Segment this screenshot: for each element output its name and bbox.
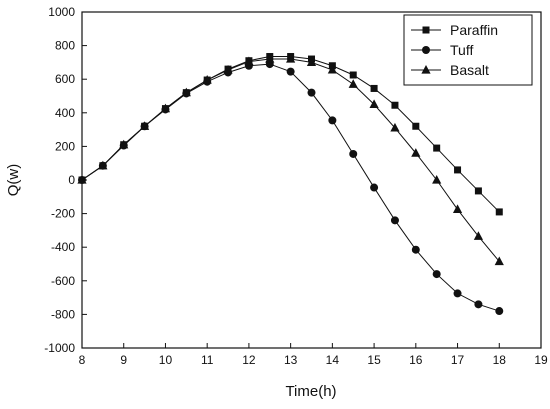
x-tick-label: 8	[79, 353, 86, 367]
y-tick-label: 0	[68, 173, 75, 187]
data-point-basalt	[181, 87, 191, 97]
series-basalt	[77, 54, 504, 266]
x-tick-label: 9	[120, 353, 127, 367]
y-tick-label: -200	[51, 207, 75, 221]
data-point-paraffin	[454, 166, 462, 174]
data-point-paraffin	[370, 84, 378, 92]
x-tick-label: 19	[534, 353, 548, 367]
x-tick-label: 12	[242, 353, 256, 367]
y-tick-label: -400	[51, 240, 75, 254]
data-point-paraffin	[349, 71, 357, 79]
x-tick-label: 14	[326, 353, 340, 367]
legend-label-paraffin: Paraffin	[450, 22, 498, 38]
data-point-paraffin	[433, 144, 441, 152]
data-point-paraffin	[391, 101, 399, 109]
x-axis-label: Time(h)	[285, 383, 336, 400]
y-tick-label: 1000	[48, 5, 75, 19]
data-point-tuff	[349, 149, 358, 158]
data-point-basalt	[452, 204, 463, 213]
data-point-basalt	[306, 57, 317, 66]
ticks-layer: 8 9 10 11 12 13 14 15 16 17 18 19 -1000 -800 -600 -400 -…	[44, 5, 548, 367]
y-tick-label: 800	[55, 39, 75, 53]
data-point-basalt	[432, 175, 442, 184]
legend: Paraffin Tuff Basalt	[403, 14, 533, 86]
x-tick-label: 16	[409, 353, 423, 367]
legend-item-basalt: Basalt	[411, 62, 489, 78]
data-point-basalt	[286, 54, 296, 63]
y-tick-label: 200	[55, 139, 75, 153]
data-point-paraffin	[474, 187, 482, 195]
data-point-basalt	[160, 103, 171, 113]
x-tick-label: 11	[201, 353, 214, 367]
data-point-tuff	[307, 88, 316, 97]
data-point-basalt	[98, 160, 108, 170]
data-point-basalt	[473, 231, 484, 240]
data-point-paraffin	[412, 122, 420, 130]
data-point-tuff	[495, 307, 504, 316]
data-point-tuff	[370, 183, 379, 192]
data-point-basalt	[390, 122, 400, 132]
y-axis-label: Q(w)	[5, 164, 22, 197]
legend-label-tuff: Tuff	[450, 42, 473, 58]
data-point-tuff	[286, 67, 295, 76]
legend-item-paraffin: Paraffin	[411, 22, 498, 38]
y-tick-label: -600	[51, 274, 75, 288]
data-point-tuff	[328, 116, 337, 125]
series-layer	[77, 53, 504, 316]
data-point-basalt	[119, 139, 129, 149]
legend-item-tuff: Tuff	[411, 42, 473, 58]
data-point-basalt	[202, 75, 212, 84]
data-point-basalt	[369, 99, 379, 108]
y-tick-label: 400	[55, 106, 75, 120]
data-point-tuff	[411, 245, 420, 254]
y-tick-label: -1000	[44, 341, 75, 355]
data-point-basalt	[265, 54, 275, 63]
data-point-basalt	[411, 148, 421, 157]
y-tick-label: -800	[51, 307, 75, 321]
data-point-basalt	[139, 121, 150, 130]
data-point-basalt	[348, 79, 358, 88]
data-point-tuff	[390, 216, 399, 225]
data-point-basalt	[223, 64, 233, 74]
x-tick-label: 13	[284, 353, 298, 367]
legend-marker-basalt	[421, 65, 431, 74]
data-point-paraffin	[495, 208, 503, 216]
x-tick-label: 17	[451, 353, 465, 367]
data-point-tuff	[432, 270, 441, 279]
plot-frame	[81, 11, 542, 349]
x-tick-label: 10	[159, 353, 173, 367]
y-tick-label: 600	[55, 72, 75, 86]
data-point-tuff	[474, 300, 483, 309]
data-point-basalt	[327, 64, 337, 74]
legend-label-basalt: Basalt	[450, 62, 489, 78]
data-point-basalt	[494, 256, 504, 266]
x-tick-label: 18	[493, 353, 507, 367]
legend-marker-paraffin	[422, 26, 430, 34]
data-point-basalt	[244, 56, 254, 66]
legend-marker-tuff	[422, 46, 430, 54]
x-tick-label: 15	[367, 353, 381, 367]
data-point-tuff	[453, 289, 462, 298]
